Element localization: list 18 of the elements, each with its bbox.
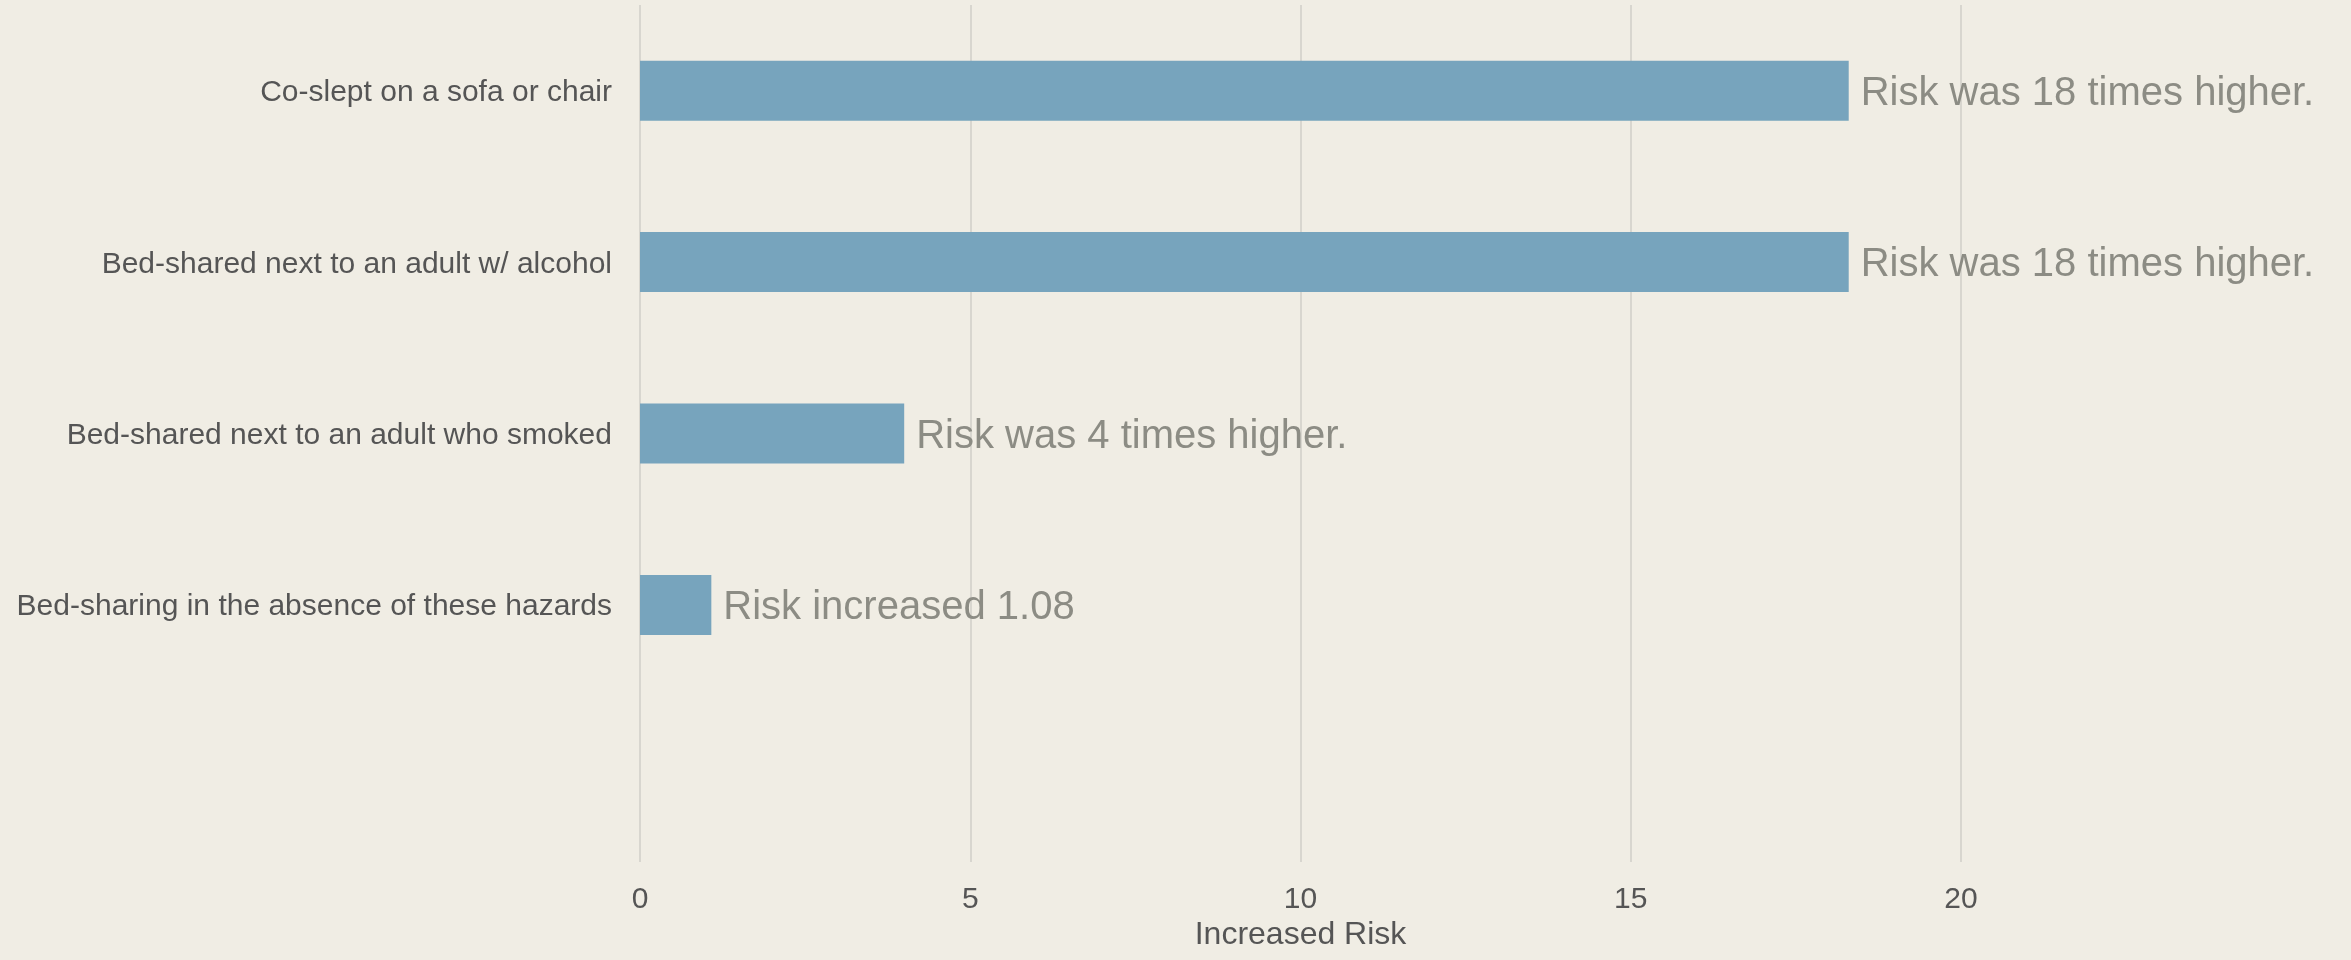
y-tick-label: Bed-shared next to an adult who smoked [66,417,612,450]
bar [640,60,1849,121]
data-label: Risk was 18 times higher. [1860,68,2315,113]
data-label: Risk was 18 times higher. [1860,240,2315,285]
x-tick-label: 15 [1614,880,1648,914]
y-tick-label: Bed-sharing in the absence of these hazards [16,588,612,622]
bar [640,403,905,464]
bar [640,574,712,635]
x-tick-label: 20 [1944,880,1978,914]
data-label: Risk increased 1.08 [723,582,1075,627]
data-label: Risk was 4 times higher. [916,411,1348,456]
x-tick-label: 5 [961,880,979,914]
x-axis-title: Increased Risk [1194,915,1408,951]
y-tick-label: Co-slept on a sofa or chair [260,74,613,108]
y-tick-label: Bed-shared next to an adult w/ alcohol [101,245,612,279]
x-tick-label: 0 [631,880,649,914]
x-tick-label: 10 [1283,880,1318,914]
bar [640,232,1849,293]
